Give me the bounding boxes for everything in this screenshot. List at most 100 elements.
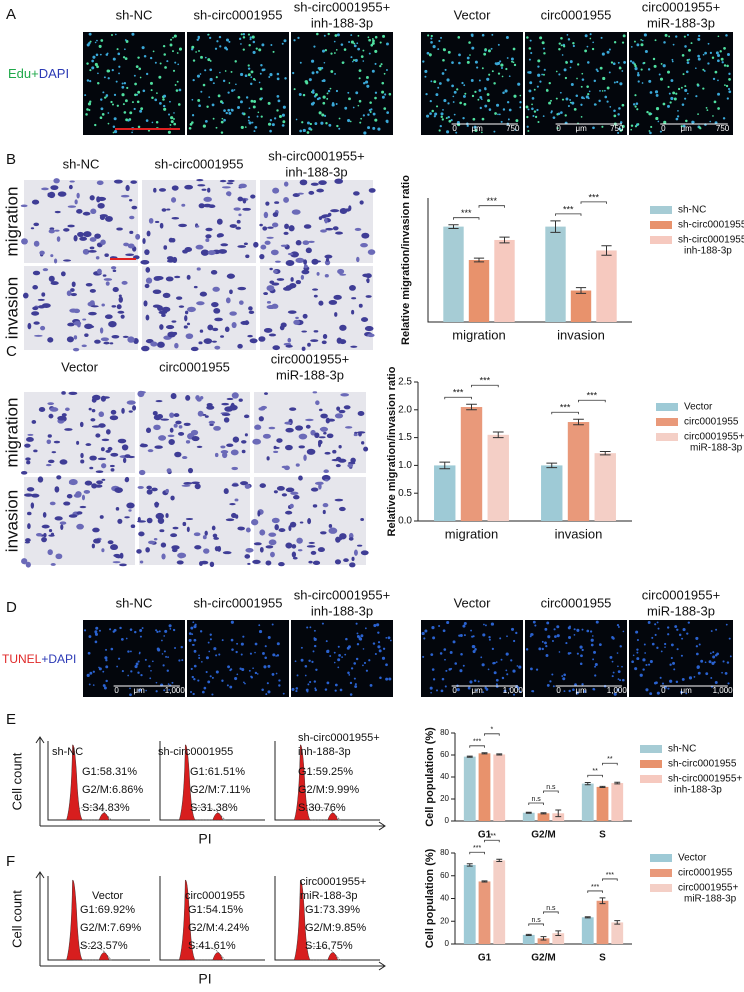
cell: [295, 687, 299, 690]
cell: [194, 483, 201, 490]
cell: [89, 246, 95, 250]
cell: [124, 99, 128, 103]
cell: [285, 285, 294, 290]
cell: [229, 289, 233, 295]
cell: [573, 633, 576, 636]
cell: [365, 295, 372, 298]
cell: [470, 33, 474, 37]
cell: [231, 483, 239, 487]
cell: [330, 52, 333, 55]
cell: [272, 212, 279, 218]
sample-name: Vector: [92, 890, 124, 902]
cell: [208, 420, 216, 425]
cell: [356, 643, 360, 646]
cell: [642, 668, 645, 671]
cell: [484, 104, 488, 108]
cell: [474, 648, 477, 651]
cell: [101, 438, 110, 442]
cell: [146, 517, 153, 524]
cell: [265, 693, 268, 696]
cell: [129, 628, 133, 631]
cell: [423, 637, 426, 640]
cell: [671, 58, 674, 61]
cell: [335, 231, 343, 235]
cell: [642, 658, 646, 662]
cell: [295, 118, 298, 121]
cell: [109, 342, 114, 345]
cell: [253, 241, 259, 248]
cell: [458, 634, 461, 637]
cell: [348, 97, 351, 101]
cell: [592, 658, 595, 661]
sample-stat: G1:58.31%: [82, 766, 137, 778]
cell: [73, 335, 78, 340]
cell: [252, 438, 262, 445]
cell: [161, 553, 166, 560]
cell: [31, 311, 40, 316]
cell: [48, 229, 55, 234]
cell: [355, 622, 358, 625]
cell: [138, 531, 145, 537]
cell: [338, 445, 342, 449]
cell: [437, 86, 440, 89]
cell: [584, 49, 588, 53]
cell: [96, 480, 103, 485]
cell: [330, 209, 340, 213]
y-tick-label: 2.0: [398, 404, 412, 415]
cell: [266, 236, 274, 239]
cell: [281, 42, 284, 45]
cell: [163, 689, 166, 692]
cell: [537, 73, 541, 77]
cell: [191, 45, 195, 49]
cell: [565, 61, 568, 64]
cell: [305, 424, 311, 429]
cell: [653, 64, 657, 68]
cell: [385, 636, 388, 639]
cell: [89, 300, 95, 305]
cell: [208, 96, 211, 99]
cell: [355, 657, 359, 661]
cell: [334, 413, 344, 419]
cell: [598, 643, 602, 647]
cell: [271, 623, 274, 626]
bar: [493, 754, 506, 821]
cell: [211, 525, 216, 531]
cell: [660, 650, 663, 653]
cell: [347, 463, 354, 468]
hist-g2-peak: [98, 812, 110, 821]
cell: [558, 73, 561, 76]
cell: [528, 70, 532, 74]
micrograph: [136, 477, 254, 568]
cell: [256, 115, 259, 118]
cell: [324, 217, 328, 224]
error-bar: [599, 897, 606, 905]
cell: [228, 111, 232, 115]
cell: [543, 52, 546, 55]
cell: [32, 306, 39, 311]
cell: [76, 440, 80, 445]
cell: [126, 400, 136, 405]
cell: [300, 274, 305, 280]
cell: [655, 116, 659, 121]
cell: [271, 222, 279, 228]
cell: [102, 274, 107, 277]
cell: [98, 666, 100, 669]
bar: [596, 250, 617, 322]
cell: [110, 544, 119, 551]
cell: [88, 41, 91, 45]
cell: [688, 48, 691, 52]
cell: [174, 275, 181, 279]
cell: [67, 322, 75, 327]
cell: [234, 498, 239, 502]
cell: [54, 486, 60, 493]
cell: [283, 181, 289, 187]
cell: [587, 61, 590, 64]
cell: [306, 626, 309, 629]
cell: [328, 527, 338, 534]
cell: [352, 106, 355, 109]
row-label-part: +DAPI: [41, 652, 76, 666]
cell: [528, 47, 532, 50]
cell: [727, 87, 731, 91]
cell: [611, 660, 614, 663]
cell: [685, 119, 688, 123]
